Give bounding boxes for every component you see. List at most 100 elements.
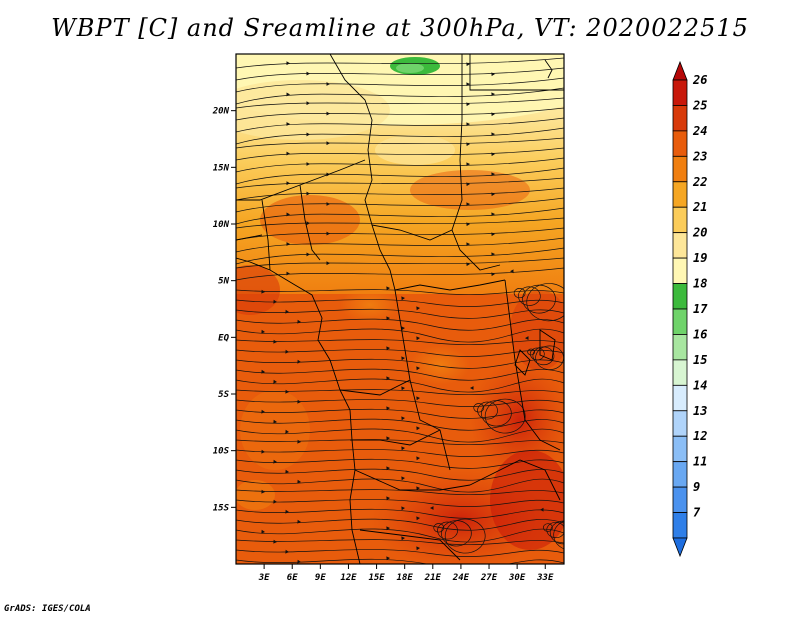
streamline-arrow [401,296,405,301]
streamline-arrow [510,269,514,274]
colorbar: 7 9 11 12 13 14 15 16 17 18 19 20 21 22 23 24 25 26 [672,60,708,558]
streamline-arrow [386,556,390,561]
streamline-arrow [297,439,301,444]
colorbar-label: 20 [692,226,707,240]
streamline [236,77,564,93]
streamline [236,308,564,319]
streamline-arrow [326,82,330,86]
streamline [535,345,564,370]
streamline-arrow [285,469,289,474]
streamline-arrow [261,449,265,454]
streamline-arrow [466,262,470,267]
lon-label: 6E [287,573,298,583]
streamline-arrow [286,181,290,186]
streamline [236,257,564,269]
colorbar-swatch [672,512,688,539]
colorbar-swatch [672,334,688,361]
streamline [473,403,485,413]
streamline [484,398,526,434]
streamline-arrow [466,182,470,187]
streamline-arrow [306,252,310,257]
streamline-arrow [491,92,495,97]
streamline-arrow [261,529,265,534]
streamline-arrow [306,132,310,137]
streamline [236,358,564,369]
streamline [236,428,564,443]
latitude-axis: 20N 15N 10N 5N EQ 5S 10S 15S [212,107,236,513]
lon-label: 9E [315,573,326,583]
streamline-arrow [416,366,420,371]
streamline [549,520,564,545]
streamline [236,97,564,109]
streamline-arrow [297,559,301,564]
streamline [236,57,564,69]
streamline [236,508,564,519]
colorbar-swatch [672,105,688,132]
streamline-arrow [470,386,474,390]
streamline-arrow [416,486,420,491]
colorbar-label: 17 [693,302,708,316]
streamline-arrow [326,141,330,146]
colorbar-swatch [672,461,688,488]
streamline [236,368,564,381]
streamline [236,247,564,265]
streamline-arrow [466,122,470,127]
streamline-arrow [401,326,405,331]
colorbar-label: 16 [693,327,707,341]
streamline-arrow [401,386,405,391]
streamline-arrow [540,507,544,512]
streamline [236,197,564,213]
streamline [236,499,564,507]
streamline-arrow [297,359,301,364]
streamline-arrow [416,426,420,431]
streamline-arrow [401,446,405,451]
streamline-arrow [386,346,390,351]
streamline-arrow [286,271,290,276]
colorbar-label: 13 [693,404,707,418]
lat-label: 5N [218,277,229,287]
streamline [236,187,564,201]
streamline-arrow [401,506,405,511]
streamline [553,520,564,550]
lon-label: 33E [536,573,554,583]
streamline-arrow [491,152,495,157]
colorbar-label: 12 [693,429,707,443]
streamline-arrow [306,221,310,226]
map-frame [235,53,565,565]
streamline [477,401,498,420]
lat-label: 20N [212,107,230,117]
streamline-arrow [466,142,470,147]
streamline-arrow [416,336,420,341]
streamline-arrow [401,476,405,481]
streamline-arrow [491,132,495,137]
streamline [236,478,564,493]
colorbar-top-arrow [672,60,688,81]
colorbar-label: 24 [692,124,707,138]
streamline [236,539,564,545]
streamline-arrow [286,151,290,156]
lon-label: 3E [258,573,270,583]
streamline-arrow [306,162,310,166]
lon-label: 21E [424,573,442,583]
colorbar-swatch [672,384,688,412]
streamline-arrow [285,549,289,554]
streamline-arrow [386,286,390,291]
streamline [444,518,486,554]
lat-label: 15N [213,163,230,173]
colorbar-label: 23 [692,149,707,163]
streamline-arrow [297,519,301,524]
lat-label: 10N [213,220,230,230]
streamline-arrow [525,336,529,341]
streamline-arrow [306,101,310,106]
streamline [236,349,564,357]
country-borders [236,54,564,564]
streamline-arrow [491,212,495,217]
colorbar-label: 7 [693,506,701,520]
streamline [236,468,564,481]
streamline-arrow [386,496,390,501]
streamline-arrow [286,92,290,97]
streamline-arrow [273,499,277,504]
streamline [236,449,564,457]
streamline-arrow [286,61,290,66]
colorbar-label: 18 [693,277,707,291]
